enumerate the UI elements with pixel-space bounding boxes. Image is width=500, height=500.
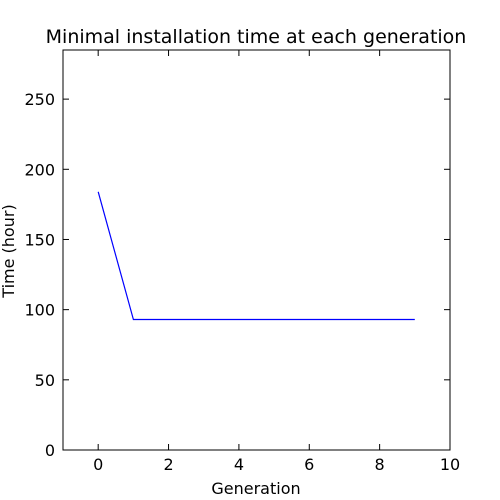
series-line xyxy=(97,191,415,321)
x-tick-label: 2 xyxy=(163,455,173,474)
y-tick-label: 0 xyxy=(45,441,55,460)
x-tick-label: 8 xyxy=(375,455,385,474)
y-tick-label: 50 xyxy=(35,371,55,390)
x-tick-label: 10 xyxy=(440,455,460,474)
plot-area xyxy=(97,191,415,321)
y-tick-label: 200 xyxy=(24,160,55,179)
chart-title: Minimal installation time at each genera… xyxy=(46,26,467,48)
y-tick-label: 150 xyxy=(24,230,55,249)
y-tick-label: 250 xyxy=(24,90,55,109)
x-axis-label: Generation xyxy=(211,479,300,498)
plot-frame xyxy=(62,49,451,451)
x-tick-label: 6 xyxy=(304,455,314,474)
y-axis-label: Time (hour) xyxy=(0,204,18,298)
x-tick-label: 0 xyxy=(93,455,103,474)
x-tick-label: 4 xyxy=(234,455,244,474)
y-tick-label: 100 xyxy=(24,301,55,320)
